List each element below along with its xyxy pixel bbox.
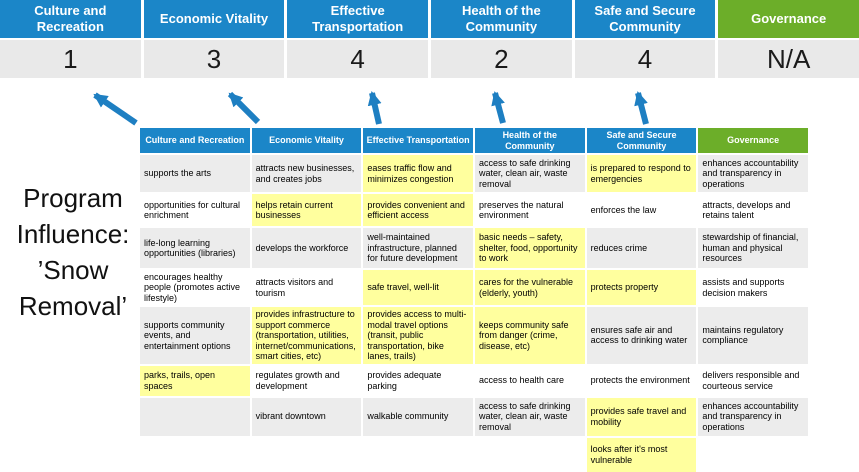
matrix-cell: enforces the law xyxy=(586,194,697,226)
matrix-cell xyxy=(474,437,585,472)
program-label-line: Influence: xyxy=(16,219,130,249)
arrow-icon xyxy=(93,92,138,126)
matrix-cell: access to health care xyxy=(474,365,585,396)
matrix-cell: stewardship of financial, human and phys… xyxy=(698,228,808,268)
arrow-icon xyxy=(227,91,261,125)
matrix-cell: protects the environment xyxy=(586,365,697,396)
arrow-icon xyxy=(634,91,649,125)
matrix-header: Culture and Recreation xyxy=(140,128,250,153)
matrix-header: Economic Vitality xyxy=(251,128,362,153)
program-influence-label: Program Influence: ’Snow Removal’ xyxy=(0,180,146,324)
pillar-header-economic-vitality: Economic Vitality xyxy=(143,0,285,38)
pillar-header-governance: Governance xyxy=(718,0,859,38)
matrix-cell: encourages healthy people (promotes acti… xyxy=(140,270,250,306)
matrix-cell-highlighted: eases traffic flow and minimizes congest… xyxy=(363,155,473,192)
matrix-cell: reduces crime xyxy=(586,228,697,268)
matrix-cell: life-long learning opportunities (librar… xyxy=(140,228,250,268)
matrix-cell: preserves the natural environment xyxy=(474,194,585,226)
matrix-cell: opportunities for cultural enrichment xyxy=(140,194,250,226)
score-economic-vitality: 3 xyxy=(143,40,285,78)
pillar-scores: 1 3 4 2 4 N/A xyxy=(0,40,859,78)
pillar-header-health-of-the-community: Health of the Community xyxy=(431,0,572,38)
pillar-header-safe-and-secure-community: Safe and Secure Community xyxy=(574,0,716,38)
matrix-cell-highlighted: safe travel, well-lit xyxy=(363,270,473,306)
matrix-cell: delivers responsible and courteous servi… xyxy=(698,365,808,396)
matrix-header: Governance xyxy=(698,128,808,153)
score-health-of-the-community: 2 xyxy=(431,40,572,78)
arrow-icon xyxy=(367,91,382,125)
matrix-cell-highlighted: basic needs – safety, shelter, food, opp… xyxy=(474,228,585,268)
matrix-cell-highlighted: keeps community safe from danger (crime,… xyxy=(474,307,585,364)
matrix-cell: walkable community xyxy=(363,397,473,436)
program-label-line: ’Snow xyxy=(37,255,109,285)
matrix-cell: vibrant downtown xyxy=(251,397,362,436)
matrix-cell xyxy=(363,437,473,472)
influence-matrix: Culture and Recreation Economic Vitality E… xyxy=(140,128,808,472)
matrix-cell-highlighted: provides access to multi-modal travel op… xyxy=(363,307,473,364)
matrix-cell xyxy=(140,397,250,436)
score-culture-and-recreation: 1 xyxy=(0,40,141,78)
matrix-header: Safe and Secure Community xyxy=(586,128,697,153)
matrix-cell: maintains regulatory compliance xyxy=(698,307,808,364)
arrow-icon xyxy=(491,91,506,124)
matrix-cell-highlighted: provides safe travel and mobility xyxy=(586,397,697,436)
matrix-cell xyxy=(251,437,362,472)
matrix-cell-highlighted: parks, trails, open spaces xyxy=(140,365,250,396)
matrix-cell: provides adequate parking xyxy=(363,365,473,396)
matrix-cell-highlighted: protects property xyxy=(586,270,697,306)
matrix-header: Health of the Community xyxy=(474,128,585,153)
matrix-cell-highlighted: provides convenient and efficient access xyxy=(363,194,473,226)
matrix-cell: attracts visitors and tourism xyxy=(251,270,362,306)
pillar-banner: Culture and Recreation Economic Vitality… xyxy=(0,0,859,38)
matrix-header: Effective Transportation xyxy=(363,128,473,153)
matrix-cell: attracts new businesses, and creates job… xyxy=(251,155,362,192)
matrix-cell-highlighted: looks after it's most vulnerable xyxy=(586,437,697,472)
matrix-cell: supports the arts xyxy=(140,155,250,192)
matrix-cell: well-maintained infrastructure, planned … xyxy=(363,228,473,268)
influence-arrows xyxy=(93,91,649,126)
pillar-header-culture-and-recreation: Culture and Recreation xyxy=(0,0,141,38)
score-effective-transportation: 4 xyxy=(287,40,428,78)
matrix-cell: access to safe drinking water, clean air… xyxy=(474,155,585,192)
matrix-cell-highlighted: provides infrastructure to support comme… xyxy=(251,307,362,364)
matrix-cell-highlighted: helps retain current businesses xyxy=(251,194,362,226)
matrix-cell: assists and supports decision makers xyxy=(698,270,808,306)
score-governance: N/A xyxy=(718,40,859,78)
score-safe-and-secure-community: 4 xyxy=(574,40,716,78)
matrix-cell: enhances accountability and transparency… xyxy=(698,397,808,436)
matrix-cell: supports community events, and entertain… xyxy=(140,307,250,364)
matrix-cell: ensures safe air and access to drinking … xyxy=(586,307,697,364)
matrix-cell-highlighted: is prepared to respond to emergencies xyxy=(586,155,697,192)
matrix-cell: attracts, develops and retains talent xyxy=(698,194,808,226)
program-label-line: Removal’ xyxy=(18,291,128,321)
matrix-cell xyxy=(698,437,808,472)
matrix-cell: develops the workforce xyxy=(251,228,362,268)
matrix-cell: regulates growth and development xyxy=(251,365,362,396)
program-label-line: Program xyxy=(23,183,123,213)
matrix-cell-highlighted: cares for the vulnerable (elderly, youth… xyxy=(474,270,585,306)
matrix-cell: access to safe drinking water, clean air… xyxy=(474,397,585,436)
matrix-cell xyxy=(140,437,250,472)
matrix-cell: enhances accountability and transparency… xyxy=(698,155,808,192)
pillar-header-effective-transportation: Effective Transportation xyxy=(287,0,428,38)
